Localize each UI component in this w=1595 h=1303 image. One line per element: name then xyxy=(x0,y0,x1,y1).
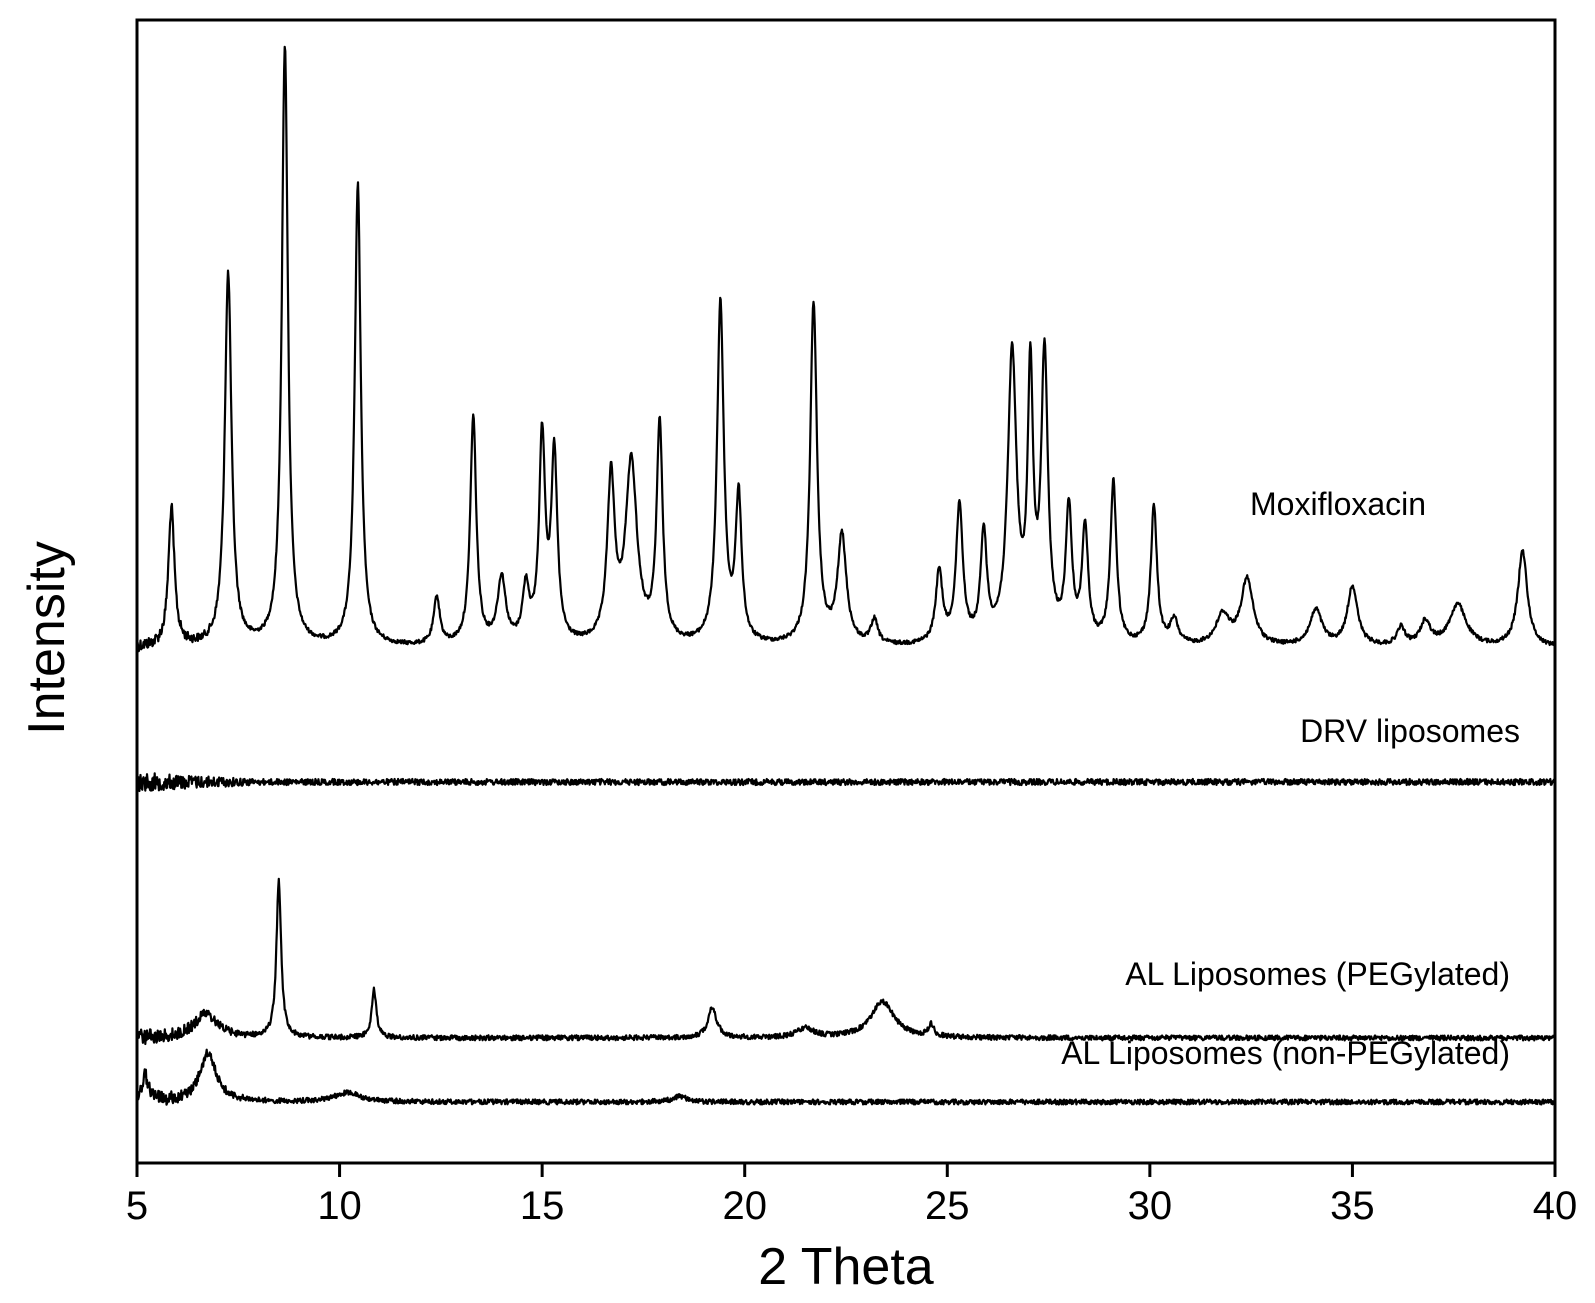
x-ticks: 5 10 15 20 25 30 35 40 xyxy=(126,1163,1577,1228)
series-line-2 xyxy=(135,877,1556,1046)
series-label-3: AL Liposomes (non-PEGylated) xyxy=(1061,1035,1510,1071)
series-traces xyxy=(135,45,1556,1106)
x-tick-label: 10 xyxy=(317,1184,362,1228)
x-tick-label: 40 xyxy=(1533,1184,1578,1228)
x-tick-label: 35 xyxy=(1330,1184,1375,1228)
x-tick-label: 5 xyxy=(126,1184,148,1228)
x-axis-title: 2 Theta xyxy=(758,1238,933,1296)
series-label-0: Moxifloxacin xyxy=(1250,486,1426,522)
y-axis-title: Intensity xyxy=(18,541,76,735)
series-line-3 xyxy=(135,1048,1556,1106)
series-labels: Moxifloxacin DRV liposomes AL Liposomes (P… xyxy=(1061,486,1520,1071)
x-tick-label: 30 xyxy=(1128,1184,1173,1228)
x-tick-label: 25 xyxy=(925,1184,970,1228)
x-tick-label: 15 xyxy=(520,1184,565,1228)
series-line-1 xyxy=(136,772,1556,793)
series-label-1: DRV liposomes xyxy=(1300,713,1520,749)
plot-frame xyxy=(135,18,1557,1165)
series-label-2: AL Liposomes (PEGylated) xyxy=(1125,956,1510,992)
x-tick-label: 20 xyxy=(722,1184,767,1228)
series-line-0 xyxy=(135,45,1556,653)
